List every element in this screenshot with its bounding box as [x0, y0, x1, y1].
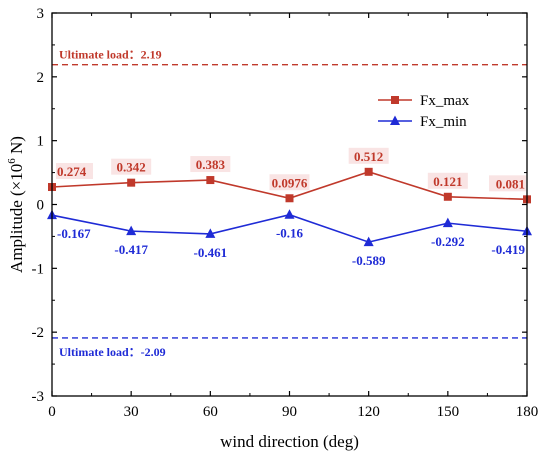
legend: Fx_max Fx_min: [378, 93, 470, 130]
data-label: 0.121: [433, 174, 462, 189]
data-label-background: [190, 156, 231, 173]
data-label-background: [348, 147, 389, 164]
y-axis-title-prefix: Amplitude (×10: [7, 164, 26, 273]
data-label-background: [56, 163, 93, 180]
data-point-triangle: [442, 217, 453, 228]
data-label: 0.081: [496, 176, 525, 191]
data-point-triangle: [126, 225, 137, 236]
y-tick-label: -3: [32, 389, 45, 405]
data-label: -0.461: [194, 245, 228, 260]
data-labels: 0.274 0.342 0.383 0.0976 0.512 0.121 0.081 -0.1…: [56, 147, 526, 268]
data-point-triangle: [284, 209, 295, 219]
legend-marker-triangle: [390, 115, 400, 125]
data-label: -0.292: [431, 234, 465, 249]
y-tick-label: 0: [37, 198, 45, 214]
data-label-background: [489, 175, 526, 192]
axis-ticks: 0 30 60 90 120 150 180 -3 -2 -1 0 1 2 3: [32, 6, 539, 420]
x-tick-label: 60: [203, 404, 218, 420]
x-axis-title: wind direction (deg): [220, 432, 359, 451]
x-tick-label: 120: [357, 404, 380, 420]
y-axis-title-suffix: N): [7, 136, 26, 158]
data-label: -0.167: [57, 226, 91, 241]
legend-label: Fx_max: [420, 93, 470, 109]
data-point-square: [206, 176, 215, 185]
data-label: 0.512: [354, 149, 383, 164]
y-tick-label: -2: [32, 325, 45, 341]
data-label: -0.16: [276, 226, 304, 241]
reference-line-label: Ultimate load：2.19: [59, 48, 162, 62]
data-label: 0.0976: [272, 175, 308, 190]
x-tick-label: 180: [516, 404, 539, 420]
y-tick-label: 2: [37, 70, 45, 86]
data-label: 0.274: [57, 164, 87, 179]
data-point-square: [364, 167, 373, 176]
x-tick-label: 30: [124, 404, 139, 420]
data-point-square: [443, 192, 452, 201]
y-tick-label: 1: [37, 134, 45, 150]
y-tick-label: 3: [37, 6, 45, 22]
data-point-square: [285, 194, 294, 203]
x-tick-label: 150: [437, 404, 460, 420]
data-label-background: [111, 158, 152, 175]
legend-marker-square: [391, 96, 399, 104]
data-label: -0.419: [491, 242, 525, 257]
data-point-triangle: [205, 228, 216, 238]
data-label-background: [269, 174, 310, 191]
y-axis-title-exponent: 6: [6, 158, 18, 164]
data-label-background: [427, 172, 468, 189]
legend-label: Fx_min: [420, 114, 467, 130]
y-tick-label: -1: [32, 261, 45, 277]
data-point-square: [127, 178, 136, 187]
y-axis-title: Amplitude (×106 N): [6, 136, 26, 273]
reference-lines: Ultimate load：2.19 Ultimate load：-2.09: [52, 48, 527, 359]
data-label: -0.589: [352, 253, 386, 268]
x-tick-label: 90: [282, 404, 297, 420]
x-tick-label: 0: [48, 404, 56, 420]
reference-line-label: Ultimate load：-2.09: [59, 345, 166, 359]
data-label: -0.417: [114, 242, 148, 257]
data-label: 0.383: [196, 157, 226, 172]
data-point-triangle: [363, 236, 374, 247]
data-label: 0.342: [117, 160, 146, 175]
